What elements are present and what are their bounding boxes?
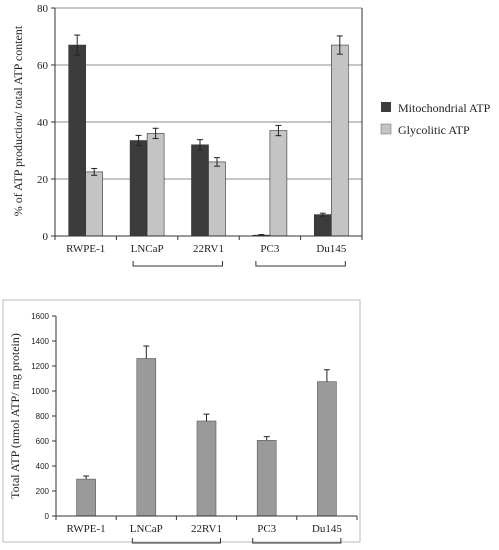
chart1-axes xyxy=(51,7,363,240)
chart1-y-tick-label: 0 xyxy=(43,231,49,243)
chart1-category-label: RWPE-1 xyxy=(66,243,105,255)
chart1-bars xyxy=(68,34,349,237)
legend-swatch-glycolitic xyxy=(380,123,392,135)
chart1-legend: Mitochondrial ATP Glycolitic ATP xyxy=(380,101,491,137)
chart1-category-label: PC3 xyxy=(260,243,279,255)
chart2-y-tick-label: 1400 xyxy=(31,337,49,346)
chart1-bar-glycolitic-atp-du145 xyxy=(330,44,349,237)
chart1-category-labels: RWPE-1 LNCaP 22RV1 PC3 Du145 xyxy=(66,243,347,255)
legend-swatch-mitochondrial xyxy=(381,102,391,112)
chart2-axes xyxy=(52,315,358,520)
chart1-category-label: LNCaP xyxy=(131,243,164,255)
chart-atp-production-percent: % of ATP production/ total ATP content 0… xyxy=(11,3,491,267)
chart2-y-axis-label: Total ATP (nmol ATP/ mg protein) xyxy=(8,333,22,499)
chart1-bar-glycolitic-atp-pc3 xyxy=(269,130,288,237)
chart1-y-tick-label: 20 xyxy=(37,174,49,186)
legend-label-glycolitic: Glycolitic ATP xyxy=(398,123,470,137)
chart1-bracket xyxy=(132,261,223,267)
legend-label-mitochondrial: Mitochondrial ATP xyxy=(398,101,491,115)
chart2-category-label: PC3 xyxy=(257,523,276,535)
chart1-y-tick-label: 40 xyxy=(37,117,49,129)
chart1-bar-mitochondrial-atp-rwpe-1 xyxy=(68,44,86,237)
chart1-bar-mitochondrial-atp-lncap xyxy=(129,140,148,237)
chart1-y-tick-labels: 0 20 40 60 80 xyxy=(37,3,49,243)
chart1-bar-mitochondrial-atp-22rv1 xyxy=(191,144,209,237)
chart2-y-tick-label: 1200 xyxy=(31,362,49,371)
chart2-y-tick-label: 0 xyxy=(45,512,50,521)
chart2-bracket xyxy=(252,538,342,544)
chart1-y-axis-label: % of ATP production/ total ATP content xyxy=(11,25,25,216)
chart1-bar-mitochondrial-atp-du145 xyxy=(313,214,332,237)
chart2-category-labels: RWPE-1 LNCaP 22RV1 PC3 Du145 xyxy=(67,523,343,535)
chart2-category-label: LNCaP xyxy=(130,523,163,535)
chart2-category-label: RWPE-1 xyxy=(67,523,106,535)
chart2-y-tick-labels: 0 200 400 600 800 1000 1200 1400 1600 xyxy=(31,312,49,521)
chart2-bar-total-22rv1 xyxy=(196,420,217,517)
chart2-frame xyxy=(2,299,361,543)
chart2-bar-total-du145 xyxy=(317,381,337,517)
chart1-bar-glycolitic-atp-rwpe-1 xyxy=(85,171,103,237)
chart-total-atp: Total ATP (nmol ATP/ mg protein) 0 200 400… xyxy=(2,299,361,544)
chart2-y-tick-label: 400 xyxy=(36,462,50,471)
chart2-bar-total-pc3 xyxy=(256,440,277,517)
chart2-y-tick-label: 200 xyxy=(36,487,50,496)
chart1-category-label: Du145 xyxy=(316,243,346,255)
chart1-category-label: 22RV1 xyxy=(193,243,224,255)
chart2-bracket xyxy=(131,538,221,544)
chart1-y-tick-label: 80 xyxy=(37,3,49,15)
chart2-group-brackets xyxy=(131,538,342,544)
chart2-bars xyxy=(76,345,337,517)
chart2-category-label: 22RV1 xyxy=(191,523,222,535)
chart2-y-tick-label: 800 xyxy=(36,412,50,421)
chart2-y-tick-label: 600 xyxy=(36,437,50,446)
chart1-bracket xyxy=(255,261,346,267)
chart2-y-tick-label: 1000 xyxy=(31,387,49,396)
chart2-y-tick-label: 1600 xyxy=(31,312,49,321)
chart1-group-brackets xyxy=(132,261,346,267)
chart1-bar-glycolitic-atp-lncap xyxy=(146,133,165,237)
chart2-bar-total-rwpe-1 xyxy=(76,478,96,517)
chart1-bar-glycolitic-atp-22rv1 xyxy=(208,161,226,237)
chart2-category-label: Du145 xyxy=(312,523,342,535)
chart2-bar-total-lncap xyxy=(136,358,157,517)
chart1-y-tick-label: 60 xyxy=(37,60,49,72)
